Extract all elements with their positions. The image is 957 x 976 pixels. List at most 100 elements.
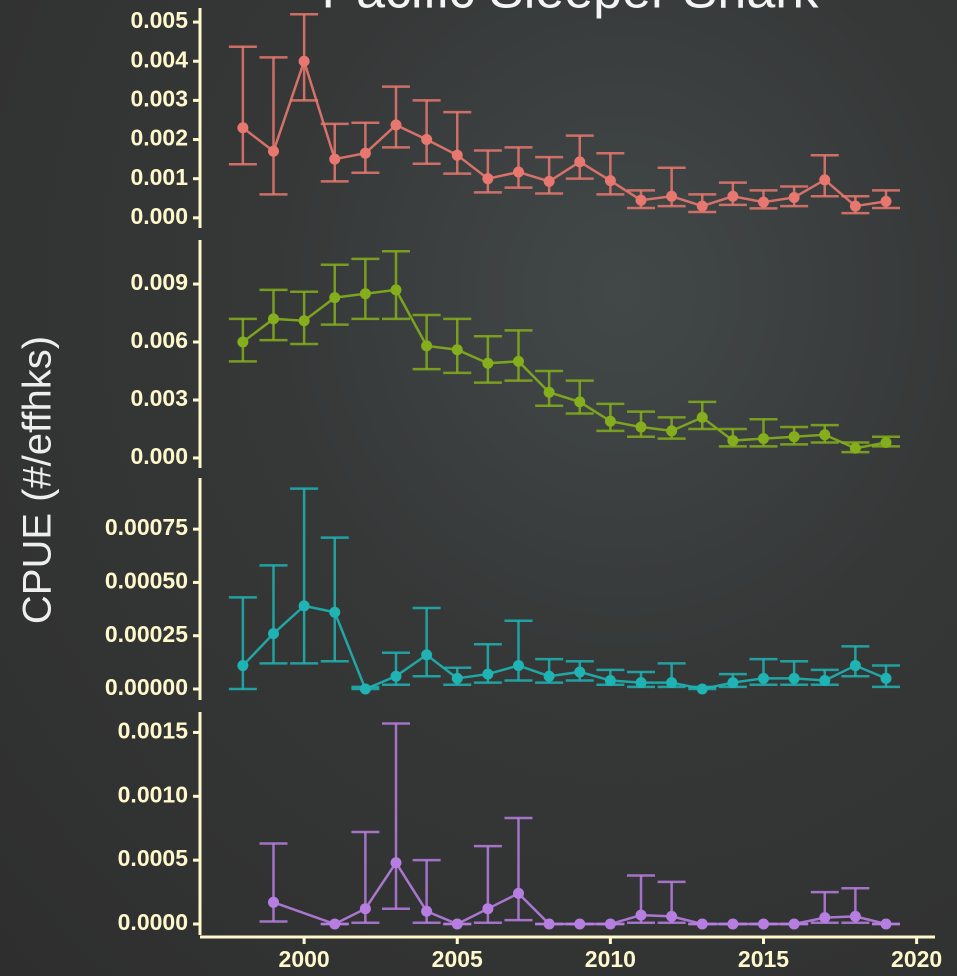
data-point xyxy=(727,435,738,446)
data-point xyxy=(697,201,708,212)
data-point xyxy=(666,191,677,202)
data-point xyxy=(237,122,248,133)
data-point xyxy=(360,148,371,159)
y-tick-label: 0.005 xyxy=(130,7,188,33)
data-point xyxy=(544,671,555,682)
y-tick-label: 0.0000 xyxy=(118,909,188,935)
y-tick-label: 0.00000 xyxy=(105,674,188,700)
data-point xyxy=(421,649,432,660)
y-tick-label: 0.0010 xyxy=(118,781,188,807)
data-point xyxy=(605,675,616,686)
data-point xyxy=(697,684,708,695)
y-tick-label: 0.000 xyxy=(130,443,188,469)
data-point xyxy=(697,412,708,423)
data-point xyxy=(544,387,555,398)
data-point xyxy=(758,673,769,684)
data-point xyxy=(605,175,616,186)
x-tick-label: 2020 xyxy=(891,946,942,972)
y-tick-label: 0.004 xyxy=(130,46,188,72)
y-tick-label: 0.006 xyxy=(130,327,188,353)
data-point xyxy=(881,673,892,684)
data-point xyxy=(881,196,892,207)
data-point xyxy=(360,903,371,914)
data-point xyxy=(727,677,738,688)
data-point xyxy=(513,660,524,671)
data-point xyxy=(452,919,463,930)
data-point xyxy=(513,167,524,178)
y-tick-label: 0.0005 xyxy=(118,845,189,871)
data-point xyxy=(544,919,555,930)
data-point xyxy=(636,422,647,433)
y-tick-label: 0.009 xyxy=(130,269,188,295)
x-tick-label: 2010 xyxy=(585,946,636,972)
data-point xyxy=(727,191,738,202)
data-point xyxy=(758,197,769,208)
data-point xyxy=(391,671,402,682)
data-point xyxy=(544,176,555,187)
data-point xyxy=(789,192,800,203)
data-point xyxy=(881,919,892,930)
data-point xyxy=(391,857,402,868)
data-point xyxy=(482,358,493,369)
y-tick-label: 0.001 xyxy=(130,164,188,190)
x-tick-label: 2000 xyxy=(279,946,330,972)
data-point xyxy=(391,284,402,295)
data-point xyxy=(268,313,279,324)
data-point xyxy=(360,684,371,695)
data-point xyxy=(513,888,524,899)
data-point xyxy=(758,433,769,444)
data-point xyxy=(819,429,830,440)
data-point xyxy=(237,337,248,348)
data-line xyxy=(243,290,886,448)
data-point xyxy=(666,677,677,688)
data-point xyxy=(452,344,463,355)
data-point xyxy=(574,396,585,407)
data-point xyxy=(421,906,432,917)
y-tick-label: 0.000 xyxy=(130,203,188,229)
data-point xyxy=(636,195,647,206)
data-point xyxy=(482,173,493,184)
data-point xyxy=(329,292,340,303)
data-point xyxy=(482,903,493,914)
data-point xyxy=(299,56,310,67)
data-point xyxy=(819,174,830,185)
data-point xyxy=(574,919,585,930)
data-point xyxy=(452,673,463,684)
data-point xyxy=(636,910,647,921)
data-point xyxy=(789,431,800,442)
y-tick-label: 0.002 xyxy=(130,125,188,151)
data-point xyxy=(268,146,279,157)
chart-title: Pacific Sleeper Shark xyxy=(321,0,819,20)
y-tick-label: 0.003 xyxy=(130,85,188,111)
data-point xyxy=(850,201,861,212)
data-point xyxy=(360,288,371,299)
data-point xyxy=(850,660,861,671)
data-point xyxy=(850,443,861,454)
data-point xyxy=(421,134,432,145)
x-tick-label: 2015 xyxy=(738,946,789,972)
data-point xyxy=(329,607,340,618)
data-point xyxy=(452,150,463,161)
data-point xyxy=(666,911,677,922)
data-point xyxy=(299,315,310,326)
x-tick-label: 2005 xyxy=(432,946,483,972)
data-point xyxy=(268,897,279,908)
y-tick-label: 0.0015 xyxy=(118,718,189,744)
y-tick-label: 0.00075 xyxy=(105,514,188,540)
data-point xyxy=(237,660,248,671)
data-point xyxy=(513,356,524,367)
y-tick-label: 0.003 xyxy=(130,385,188,411)
data-point xyxy=(789,673,800,684)
data-point xyxy=(819,912,830,923)
data-point xyxy=(299,600,310,611)
data-point xyxy=(789,919,800,930)
data-point xyxy=(421,340,432,351)
data-point xyxy=(605,416,616,427)
y-tick-label: 0.00050 xyxy=(105,568,188,594)
data-point xyxy=(329,154,340,165)
data-point xyxy=(881,437,892,448)
data-point xyxy=(758,919,769,930)
data-point xyxy=(574,666,585,677)
data-point xyxy=(605,919,616,930)
data-point xyxy=(666,425,677,436)
